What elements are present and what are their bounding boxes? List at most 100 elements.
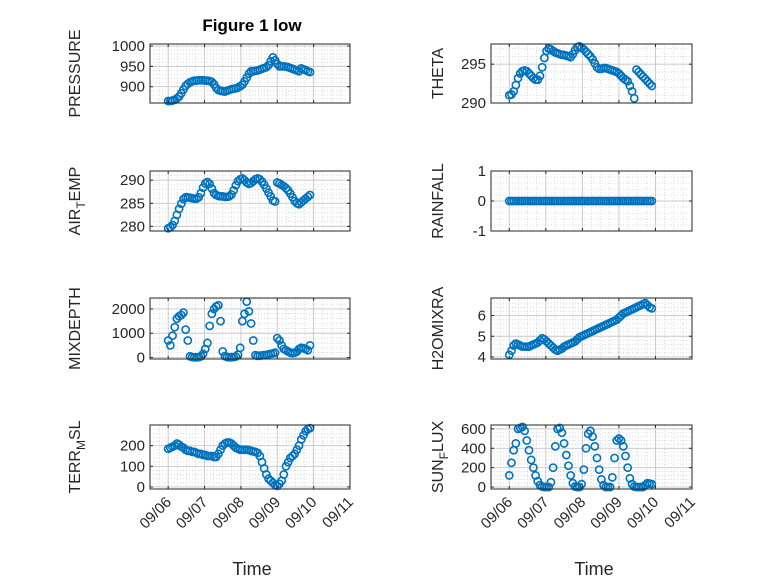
- data-point: [522, 66, 532, 76]
- data-point: [579, 45, 589, 54]
- x-tick-label: 09/10: [624, 494, 663, 533]
- data-point: [621, 451, 630, 461]
- data-point: [235, 343, 245, 353]
- data-point: [513, 73, 523, 83]
- data-point: [205, 179, 215, 189]
- subplot-6: 4 5 6 H2OMIXRA: [430, 286, 693, 370]
- data-point: [511, 439, 521, 448]
- data-point: [645, 79, 655, 88]
- data-point: [196, 188, 206, 198]
- data-point: [163, 336, 173, 345]
- data-point: [305, 340, 315, 350]
- data-point: [559, 439, 569, 448]
- data-point: [203, 338, 212, 348]
- y-tick-label: 1000: [112, 325, 145, 342]
- data-point: [605, 482, 615, 492]
- data-point: [279, 470, 289, 479]
- data-point: [632, 65, 641, 75]
- y-tick-label: 950: [120, 58, 145, 75]
- data-point: [240, 309, 249, 319]
- data-point: [647, 196, 657, 206]
- y-tick-label: 400: [461, 440, 486, 457]
- data-point: [581, 443, 591, 453]
- x-tick-label: 09/09: [246, 494, 285, 533]
- data-point: [647, 81, 657, 91]
- data-series: [163, 53, 315, 106]
- data-point: [172, 94, 182, 103]
- y-axis-label: AIRTEMP: [67, 167, 88, 236]
- axes-box: [490, 43, 693, 104]
- data-point: [176, 310, 186, 320]
- data-point: [614, 434, 624, 443]
- x-tick-label: 09/08: [209, 494, 248, 533]
- data-point: [181, 325, 191, 334]
- data-point: [583, 49, 593, 59]
- y-tick-label: 280: [120, 218, 145, 235]
- data-point: [176, 199, 186, 209]
- data-point: [564, 461, 573, 471]
- data-point: [607, 472, 617, 482]
- data-point: [504, 471, 514, 480]
- axes-box: [490, 297, 693, 360]
- data-point: [207, 184, 217, 193]
- y-axis-label: PRESSURE: [67, 29, 84, 117]
- data-point: [179, 308, 188, 317]
- data-point: [535, 71, 545, 81]
- data-point: [524, 69, 534, 78]
- data-point: [281, 183, 291, 193]
- data-series: [163, 423, 315, 491]
- y-tick-label: 100: [120, 458, 145, 475]
- subplot-8: 0 200 400 600 09/0609/0709/0809/0909/1009/11…: [430, 421, 699, 533]
- data-series: [504, 41, 657, 103]
- data-point: [592, 453, 602, 463]
- subplot-3: 280 285 290 AIRTEMP: [67, 167, 351, 236]
- subplot-1: 900 950 1000 PRESSURE: [67, 29, 351, 118]
- y-tick-label: 0: [137, 479, 145, 496]
- data-point: [557, 428, 567, 438]
- y-tick-label: 600: [461, 421, 486, 438]
- data-point: [270, 197, 280, 206]
- data-point: [546, 477, 556, 487]
- y-tick-label: 290: [461, 95, 486, 112]
- data-point: [261, 62, 271, 72]
- axes-box: [149, 297, 351, 360]
- data-point: [555, 423, 565, 433]
- y-tick-label: 1: [478, 163, 486, 180]
- data-point: [272, 333, 282, 343]
- y-axis-label: RAINFALL: [430, 163, 447, 239]
- data-point: [623, 76, 633, 86]
- data-point: [588, 432, 597, 442]
- y-tick-label: 295: [461, 56, 486, 73]
- data-point: [548, 463, 558, 473]
- data-point: [246, 319, 256, 328]
- data-point: [625, 81, 635, 91]
- data-point: [229, 185, 239, 195]
- y-tick-label: 6: [478, 308, 486, 325]
- data-point: [561, 450, 571, 460]
- data-point: [170, 322, 180, 332]
- data-point: [612, 436, 622, 445]
- x-tick-label: 09/11: [661, 494, 699, 532]
- data-point: [544, 482, 554, 492]
- x-tick-label: 09/07: [514, 494, 553, 533]
- data-point: [305, 190, 315, 200]
- y-axis-label: THETA: [430, 48, 447, 100]
- data-point: [507, 346, 516, 356]
- data-point: [581, 47, 591, 57]
- data-point: [522, 436, 532, 445]
- data-point: [255, 174, 265, 184]
- y-tick-label: 290: [120, 172, 145, 189]
- data-point: [528, 463, 538, 473]
- data-point: [629, 93, 639, 103]
- data-point: [165, 340, 175, 350]
- data-point: [205, 321, 215, 331]
- x-tick-label: 09/09: [587, 494, 626, 533]
- data-point: [610, 453, 619, 463]
- data-point: [638, 72, 648, 82]
- y-axis-label: H2OMIXRA: [430, 286, 447, 370]
- x-tick-label: 09/06: [478, 494, 517, 533]
- y-tick-label: 2000: [112, 301, 145, 318]
